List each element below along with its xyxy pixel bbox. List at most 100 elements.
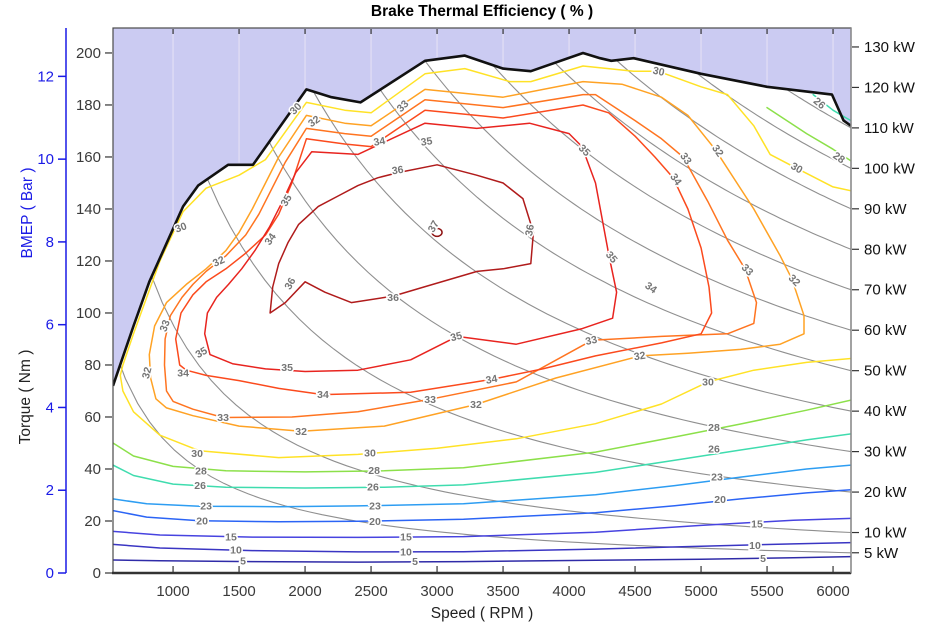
torque-tick-label: 40 [84, 461, 101, 478]
torque-tick-label: 20 [84, 513, 101, 530]
power-line-40kw [281, 28, 851, 412]
contour-label-30: 30 [364, 447, 376, 459]
contour-label-30: 30 [788, 160, 804, 176]
contour-label-15: 15 [400, 532, 412, 544]
contour-label-26: 26 [367, 482, 379, 494]
bmep-tick-label: 10 [37, 151, 54, 168]
bmep-tick-label: 8 [46, 234, 54, 251]
contour-label-15: 15 [751, 519, 763, 531]
contour-label-35: 35 [603, 249, 620, 266]
power-label-30kw: 30 kW [864, 444, 907, 461]
contour-label-23: 23 [369, 500, 381, 512]
x-tick-label: 5000 [684, 583, 717, 600]
bmep-tick-label: 12 [37, 68, 54, 85]
power-label-50kw: 50 kW [864, 363, 907, 380]
torque-tick-label: 200 [76, 45, 101, 62]
power-line-60kw [401, 28, 851, 331]
contour-label-33: 33 [739, 262, 756, 279]
power-label-130kw: 130 kW [864, 39, 916, 56]
x-tick-label: 2000 [288, 583, 321, 600]
contour-28 [113, 399, 851, 473]
contour-label-33: 33 [677, 151, 694, 168]
contour-label-35: 35 [420, 135, 433, 149]
power-line-50kw [341, 28, 851, 372]
contour-label-34: 34 [642, 280, 659, 297]
chart-title: Brake Thermal Efficiency ( % ) [370, 3, 594, 20]
contour-label-32: 32 [786, 272, 803, 289]
contour-label-20: 20 [196, 516, 208, 528]
torque-tick-label: 80 [84, 357, 101, 374]
peak-efficiency-ring [431, 227, 443, 238]
contour-label-5: 5 [760, 553, 766, 565]
contour-label-36: 36 [391, 164, 404, 178]
contour-label-34: 34 [373, 135, 387, 149]
power-label-80kw: 80 kW [864, 241, 907, 258]
contour-label-30: 30 [173, 220, 188, 235]
x-tick-label: 1000 [156, 583, 189, 600]
contour-23 [113, 464, 851, 508]
contour-36 [269, 164, 535, 314]
bmep-tick-label: 6 [46, 317, 54, 334]
contour-28 [766, 106, 851, 162]
contour-label-26: 26 [811, 95, 828, 112]
contour-label-20: 20 [714, 494, 726, 506]
power-line-70kw [461, 28, 851, 291]
contour-label-20: 20 [369, 516, 381, 528]
contour-label-34: 34 [485, 373, 499, 387]
power-label-100kw: 100 kW [864, 160, 916, 177]
contour-label-28: 28 [368, 465, 380, 477]
contour-label-32: 32 [470, 399, 482, 411]
contour-label-35: 35 [278, 192, 294, 208]
power-line-90kw [581, 28, 851, 210]
contour-label-34: 34 [177, 367, 189, 379]
contour-label-23: 23 [711, 471, 723, 483]
power-label-20kw: 20 kW [864, 484, 907, 501]
torque-tick-label: 60 [84, 409, 101, 426]
contour-label-32: 32 [295, 426, 307, 438]
contour-label-10: 10 [749, 540, 761, 552]
contour-label-33: 33 [424, 394, 436, 406]
contour-label-35: 35 [281, 362, 293, 374]
torque-tick-label: 160 [76, 149, 101, 166]
contour-label-32: 32 [140, 366, 155, 381]
torque-tick-label: 180 [76, 97, 101, 114]
contour-label-35: 35 [449, 330, 464, 345]
contour-label-36: 36 [387, 292, 399, 304]
contour-label-34: 34 [317, 389, 329, 401]
power-line-80kw [521, 28, 851, 250]
contour-33 [163, 93, 758, 419]
contour-34 [174, 104, 713, 396]
contour-26 [113, 433, 851, 489]
contour-label-5: 5 [240, 556, 246, 568]
power-label-110kw: 110 kW [864, 120, 915, 137]
x-tick-label: 2500 [354, 583, 387, 600]
contour-label-36: 36 [282, 276, 298, 292]
bmep-tick-label: 0 [46, 565, 54, 582]
torque-tick-label: 120 [76, 253, 101, 270]
x-tick-label: 6000 [816, 583, 849, 600]
contour-label-23: 23 [200, 501, 212, 513]
power-line-20kw [160, 28, 851, 493]
contour-20 [113, 489, 851, 523]
contour-label-32: 32 [633, 350, 646, 364]
contour-5 [113, 555, 851, 563]
x-tick-label: 4500 [618, 583, 651, 600]
power-label-90kw: 90 kW [864, 201, 907, 218]
contour-15 [113, 517, 851, 539]
contour-35 [203, 122, 618, 373]
power-label-120kw: 120 kW [864, 79, 916, 96]
contour-label-35: 35 [576, 142, 593, 159]
power-line-30kw [220, 28, 851, 453]
x-axis-label: Speed ( RPM ) [430, 605, 534, 622]
torque-tick-label: 0 [93, 565, 101, 582]
contour-label-26: 26 [708, 444, 720, 456]
contour-label-35: 35 [193, 345, 209, 361]
contour-label-10: 10 [400, 546, 412, 558]
power-label-60kw: 60 kW [864, 322, 907, 339]
contour-label-33: 33 [584, 334, 598, 348]
above-full-load-region [113, 28, 851, 386]
power-line-10kw [113, 117, 851, 534]
contour-label-33: 33 [217, 412, 229, 424]
